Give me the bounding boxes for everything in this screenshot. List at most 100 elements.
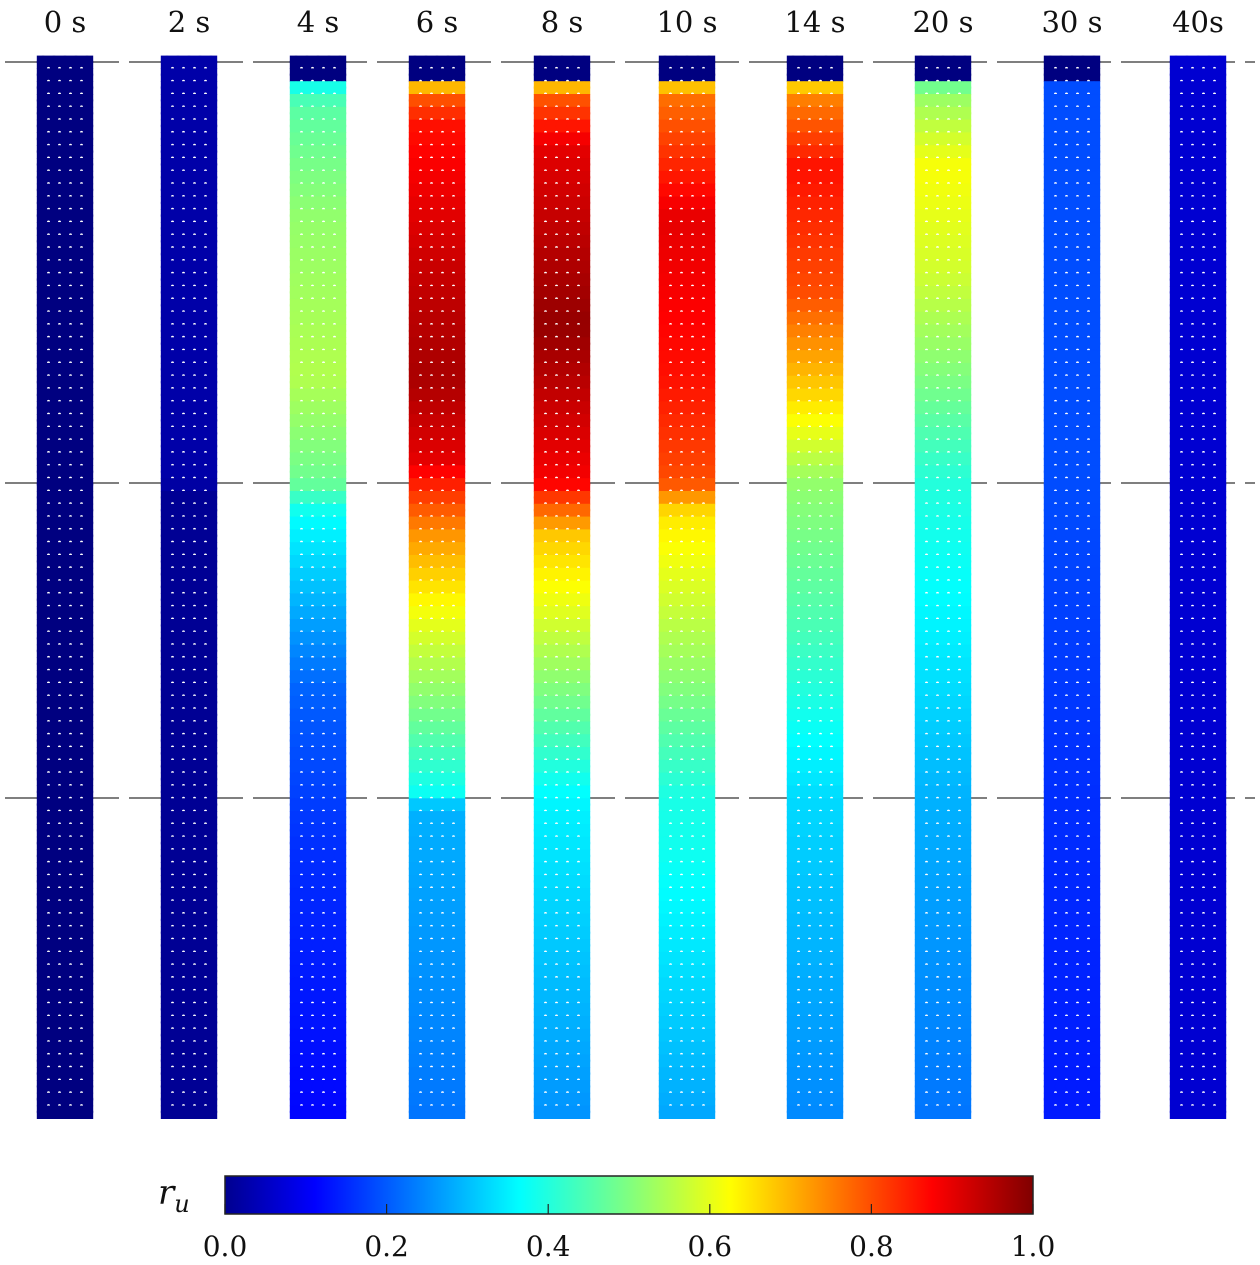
particle <box>204 926 218 939</box>
particle <box>658 247 672 261</box>
particle <box>322 299 336 312</box>
particle <box>204 388 218 402</box>
particle <box>204 708 218 722</box>
particle <box>47 260 61 274</box>
particle <box>452 593 466 607</box>
particle <box>300 235 314 248</box>
particle <box>544 235 558 248</box>
particle <box>419 849 433 863</box>
particle <box>69 1041 83 1055</box>
particle <box>408 811 422 824</box>
particle <box>533 619 547 632</box>
particle <box>452 324 466 338</box>
particle <box>160 132 174 146</box>
particle <box>452 388 466 402</box>
particle <box>533 529 547 542</box>
particle <box>441 990 455 1003</box>
particle <box>658 1054 672 1067</box>
particle <box>182 183 196 197</box>
particle <box>408 900 422 914</box>
particle <box>544 1003 558 1016</box>
particle <box>160 888 174 901</box>
particle <box>658 119 672 133</box>
particle <box>544 478 558 491</box>
particle <box>555 888 569 901</box>
particle <box>441 209 455 222</box>
particle <box>47 465 61 478</box>
particle <box>430 760 444 773</box>
particle <box>419 529 433 542</box>
particle <box>182 875 196 888</box>
particle <box>160 145 174 158</box>
particle <box>182 1054 196 1067</box>
particle <box>289 452 303 466</box>
particle <box>680 696 694 709</box>
particle <box>171 670 185 683</box>
particle <box>300 760 314 773</box>
particle <box>171 132 185 146</box>
particle <box>577 324 591 338</box>
particle <box>658 555 672 568</box>
particle <box>333 964 347 978</box>
particle <box>658 900 672 914</box>
particle <box>702 299 716 312</box>
particle <box>300 1080 314 1093</box>
particle <box>452 299 466 312</box>
particle <box>58 952 72 965</box>
particle <box>80 401 94 414</box>
particle <box>419 427 433 440</box>
particle <box>80 132 94 146</box>
particle <box>36 1003 50 1016</box>
particle <box>419 222 433 235</box>
particle <box>322 1016 336 1029</box>
particle <box>577 772 591 786</box>
particle <box>171 414 185 427</box>
particle <box>702 171 716 184</box>
particle <box>311 439 325 453</box>
particle <box>658 875 672 888</box>
particle <box>182 286 196 299</box>
particle <box>533 55 547 69</box>
particle <box>333 747 347 760</box>
particle <box>669 107 683 120</box>
particle <box>430 286 444 299</box>
particle <box>452 183 466 197</box>
particle <box>333 260 347 274</box>
particle <box>300 939 314 952</box>
particle <box>204 427 218 440</box>
particle <box>160 299 174 312</box>
particle <box>408 286 422 299</box>
particle-column <box>36 55 94 1120</box>
particle <box>408 68 422 82</box>
particle <box>300 529 314 542</box>
particle <box>58 849 72 863</box>
particle <box>691 747 705 760</box>
particle <box>702 388 716 402</box>
particle <box>533 235 547 248</box>
particle <box>193 888 207 901</box>
particle <box>658 401 672 414</box>
particle <box>36 363 50 376</box>
particle <box>333 196 347 210</box>
particle <box>702 772 716 786</box>
particle <box>333 760 347 773</box>
particle <box>58 593 72 607</box>
particle <box>289 324 303 338</box>
particle <box>182 632 196 645</box>
particle <box>544 913 558 927</box>
particle <box>577 977 591 991</box>
particle <box>47 939 61 952</box>
particle <box>333 593 347 607</box>
particle <box>160 414 174 427</box>
particle <box>58 388 72 402</box>
particle <box>193 862 207 875</box>
particle <box>566 452 580 466</box>
particle <box>680 1003 694 1016</box>
particle <box>300 785 314 799</box>
particle <box>430 772 444 786</box>
particle <box>658 503 672 517</box>
particle <box>333 1105 347 1119</box>
particle <box>702 990 716 1003</box>
particle <box>80 1105 94 1119</box>
